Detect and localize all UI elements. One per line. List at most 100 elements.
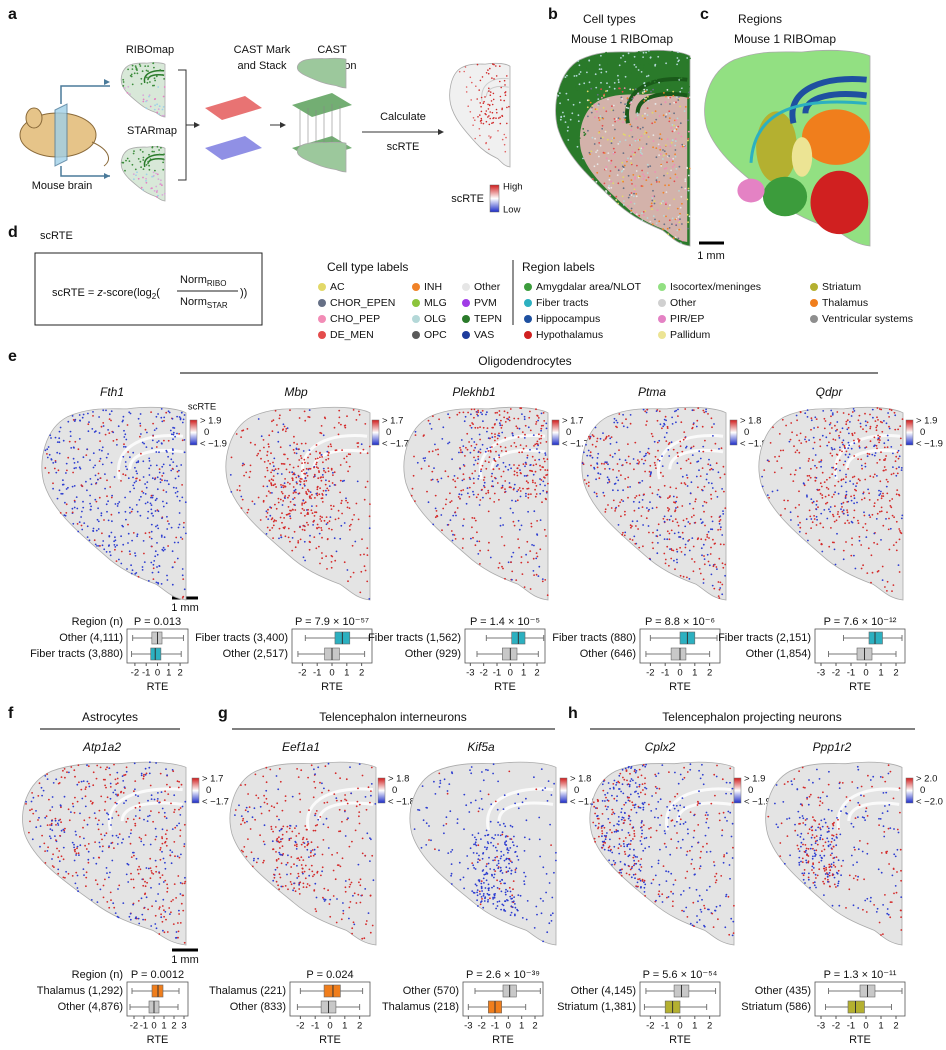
cell-dot [597,98,599,100]
cell-dot [839,449,841,451]
cell-dot [123,792,125,794]
cell-dot [504,578,506,580]
cell-dot [630,527,632,529]
cell-dot [844,446,846,448]
cell-dot [257,453,259,455]
cell-dot [636,165,638,167]
cell-dot [441,529,443,531]
cell-dot [154,555,156,557]
cell-dot [648,453,650,455]
cell-dot [295,546,297,548]
cell-dot [697,407,699,409]
cell-dot [604,183,606,185]
cell-dot [608,188,610,190]
cell-dot [887,435,889,437]
cell-dot [32,813,34,815]
cell-dot [322,866,324,868]
cell-dot [538,417,540,419]
cell-dot [884,586,886,588]
cell-dot [428,465,430,467]
cell-dot [677,522,679,524]
cell-dot [896,521,898,523]
cell-dot [535,463,537,465]
cell-dot [819,523,821,525]
cell-dot [411,495,413,497]
cell-dot [88,843,90,845]
cell-dot [450,875,452,877]
cell-dot [615,56,617,58]
cell-dot [852,483,854,485]
cell-dot [466,433,468,435]
legend-label: AC [330,281,345,293]
cell-dot [241,815,243,817]
cell-dot [153,175,155,177]
cell-dot [60,512,62,514]
cell-dot [592,178,594,180]
cell-dot [538,566,540,568]
cell-dot [473,478,475,480]
cell-dot [651,205,653,207]
cell-dot [826,487,828,489]
cell-dot [894,412,896,414]
cell-dot [335,797,337,799]
cell-dot [820,461,822,463]
cell-dot [646,143,648,145]
legend-label: INH [424,281,442,293]
cell-dot [665,563,667,565]
cell-dot [133,488,135,490]
cell-dot [66,463,68,465]
cell-dot [282,845,284,847]
cell-dot [330,446,332,448]
cell-dot [672,139,674,141]
cell-dot [711,468,713,470]
cell-dot [634,203,636,205]
cell-dot [689,523,691,525]
cell-dot [414,500,416,502]
cell-dot [273,874,275,876]
cell-dot [577,60,579,62]
cell-dot [488,857,490,859]
cell-dot [449,492,451,494]
colorbar [552,420,559,445]
cell-dot [361,894,363,896]
cell-dot [677,126,679,128]
cell-dot [462,538,464,540]
cell-dot [836,411,838,413]
cell-dot [825,436,827,438]
cell-dot [890,505,892,507]
cell-dot [667,138,669,140]
cell-dot [357,446,359,448]
cell-dot [539,839,541,841]
cell-dot [329,916,331,918]
cell-dot [665,113,667,115]
cell-dot [882,579,884,581]
cell-dot [122,473,124,475]
cell-dot [450,851,452,853]
cell-dot [810,518,812,520]
cell-dot [706,536,708,538]
cell-dot [825,503,827,505]
cell-dot [589,455,591,457]
cell-dot [282,853,284,855]
cell-dot [293,449,295,451]
cell-dot [183,522,185,524]
cell-dot [326,818,328,820]
cell-dot [350,576,352,578]
cell-dot [816,500,818,502]
cell-dot [619,67,621,69]
formula-denominator: NormSTAR [180,296,228,310]
cell-dot [519,428,521,430]
cell-dot [100,833,102,835]
cell-dot [665,420,667,422]
cell-dot [132,508,134,510]
cell-dot [793,445,795,447]
cell-dot [130,833,132,835]
cell-dot [250,465,252,467]
cell-dot [109,486,111,488]
cell-dot [712,521,714,523]
cell-dot [115,783,117,785]
cell-dot [240,496,242,498]
cell-dot [642,92,644,94]
cell-dot [164,480,166,482]
cell-dot [504,491,506,493]
